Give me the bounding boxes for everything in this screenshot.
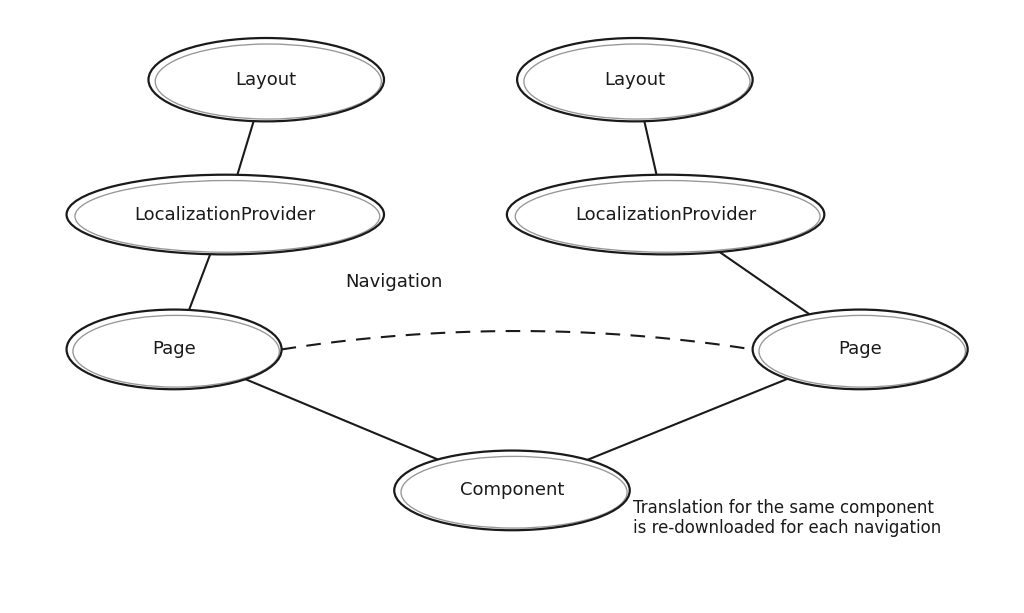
Text: Layout: Layout xyxy=(236,70,297,89)
Text: Component: Component xyxy=(460,481,564,500)
Ellipse shape xyxy=(507,175,824,254)
Ellipse shape xyxy=(753,310,968,389)
Text: LocalizationProvider: LocalizationProvider xyxy=(134,205,316,224)
Ellipse shape xyxy=(394,451,630,530)
Ellipse shape xyxy=(67,175,384,254)
Ellipse shape xyxy=(67,310,282,389)
Ellipse shape xyxy=(517,38,753,121)
Text: Translation for the same component
is re-downloaded for each navigation: Translation for the same component is re… xyxy=(633,498,941,538)
Text: Layout: Layout xyxy=(604,70,666,89)
Text: LocalizationProvider: LocalizationProvider xyxy=(574,205,757,224)
Text: Page: Page xyxy=(839,340,882,359)
Text: Navigation: Navigation xyxy=(345,273,443,291)
Text: Page: Page xyxy=(153,340,196,359)
Ellipse shape xyxy=(148,38,384,121)
